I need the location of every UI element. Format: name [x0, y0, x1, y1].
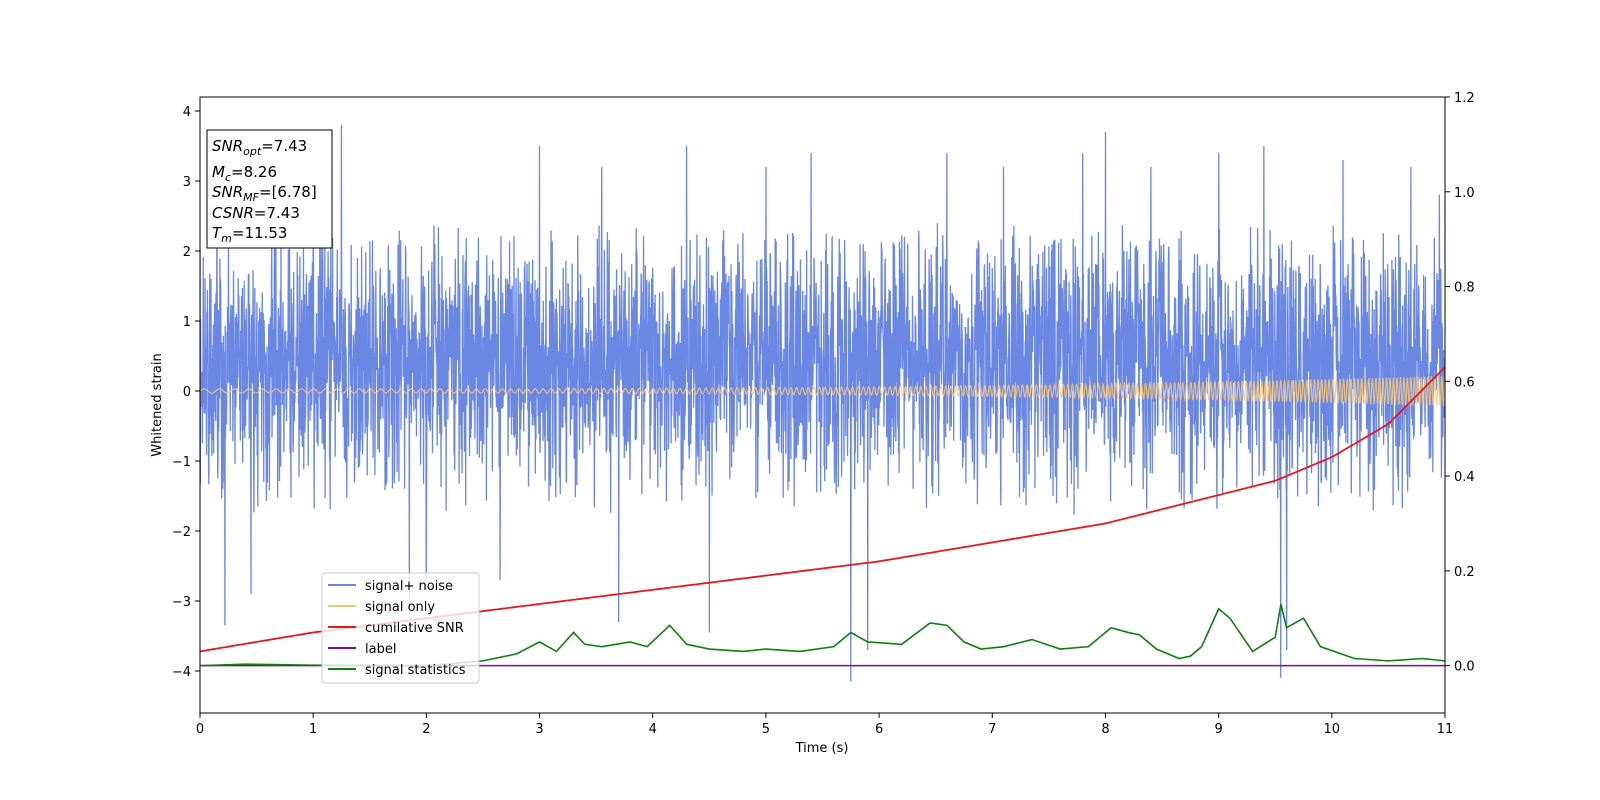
x-tick-label: 9	[1214, 722, 1222, 737]
annotation-snr-mf: SNRMF=[6.78]	[212, 183, 317, 204]
y-axis-left: −4 −3 −2 −1 0 1 2 3 4	[172, 105, 200, 680]
annotation-snr-opt: SNRopt=7.43	[212, 137, 307, 158]
x-axis: 0 1 2 3 4 5 6 7 8 9 10 11	[196, 713, 1453, 737]
y-tick-label: 0	[183, 385, 191, 400]
x-tick-label: 10	[1324, 722, 1341, 737]
y-axis-right: 0.0 0.2 0.4 0.6 0.8 1.0 1.2	[1445, 91, 1475, 675]
y-axis-label: Whitened strain	[150, 353, 165, 456]
legend-label-label: label	[365, 642, 396, 657]
x-tick-label: 3	[535, 722, 543, 737]
x-tick-label: 0	[196, 722, 204, 737]
series-signal-only	[200, 375, 1445, 407]
y-tick-label: −1	[172, 455, 191, 470]
y-tick-label: −3	[172, 595, 191, 610]
y-tick-label: 2	[183, 245, 191, 260]
x-tick-label: 6	[875, 722, 883, 737]
plot-frame	[199, 96, 1446, 714]
annotation-tm: Tm=11.53	[212, 224, 287, 245]
y-tick-label: 3	[183, 175, 191, 190]
legend-label-signal-only: signal only	[365, 600, 435, 615]
x-tick-label: 1	[309, 722, 317, 737]
x-tick-label: 4	[649, 722, 657, 737]
x-axis-label: Time (s)	[795, 741, 849, 756]
legend-label-cumulative-snr: cumilative SNR	[365, 621, 464, 636]
annotation-box	[206, 129, 333, 249]
x-tick-label: 2	[422, 722, 430, 737]
legend-label-signal-noise: signal+ noise	[365, 579, 453, 594]
series-signal-noise	[200, 124, 1445, 682]
y-tick-label: −4	[172, 665, 191, 680]
series-signal-statistics	[200, 603, 1445, 667]
y2-tick-label: 0.4	[1454, 470, 1475, 485]
legend-label-signal-statistics: signal statistics	[365, 663, 466, 678]
y-tick-label: 4	[183, 105, 191, 120]
x-tick-label: 5	[762, 722, 770, 737]
legend: signal+ noise signal only cumilative SNR…	[321, 572, 480, 684]
x-tick-label: 8	[1101, 722, 1109, 737]
y2-tick-label: 0.0	[1454, 660, 1475, 675]
y-tick-label: −2	[172, 525, 191, 540]
y2-tick-label: 0.2	[1454, 565, 1475, 580]
annotation-csnr: CSNR=7.43	[212, 204, 300, 222]
y2-tick-label: 0.8	[1454, 281, 1475, 296]
y-tick-label: 1	[183, 315, 191, 330]
y2-tick-label: 1.0	[1454, 186, 1475, 201]
legend-box	[321, 572, 480, 684]
x-tick-label: 11	[1437, 722, 1454, 737]
x-tick-label: 7	[988, 722, 996, 737]
annotation-mc: Mc=8.26	[212, 163, 277, 184]
y2-tick-label: 0.6	[1454, 375, 1475, 390]
y2-tick-label: 1.2	[1454, 91, 1475, 106]
stats-annotation: SNRopt=7.43 Mc=8.26 SNRMF=[6.78] CSNR=7.…	[206, 129, 333, 249]
